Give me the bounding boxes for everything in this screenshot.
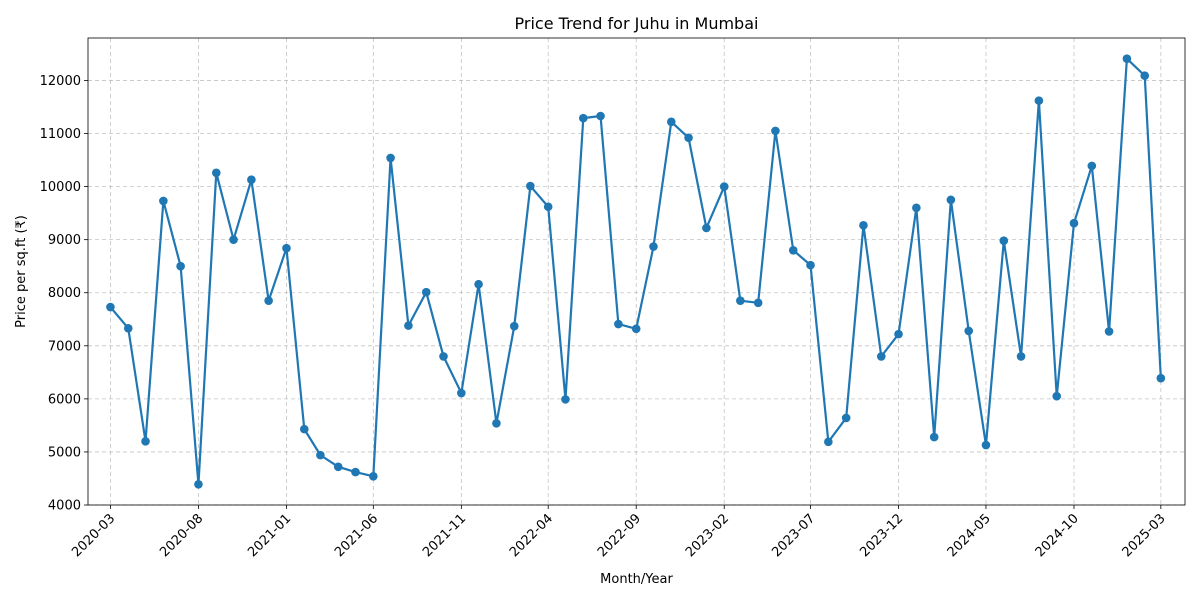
data-point (999, 236, 1009, 246)
x-tick-label: 2023-02 (683, 511, 732, 560)
data-point (543, 202, 553, 212)
data-point (1034, 96, 1044, 105)
data-point (316, 450, 325, 460)
data-point (859, 221, 868, 230)
data-point (1052, 391, 1062, 401)
data-point (788, 245, 798, 255)
data-point (719, 182, 729, 191)
x-axis-label: Month/Year (600, 572, 673, 587)
data-point (229, 235, 238, 244)
series (106, 54, 1166, 489)
series-line (109, 57, 1162, 486)
data-point (264, 296, 273, 305)
data-point (439, 352, 448, 361)
data-point (753, 298, 763, 308)
data-point (1140, 71, 1150, 80)
y-tick-label: 5000 (48, 445, 81, 460)
x-tick-label: 2024-05 (945, 511, 994, 560)
x-tick-label: 2022-09 (595, 511, 644, 560)
data-point (369, 472, 378, 481)
data-point (194, 480, 203, 489)
data-point (1104, 327, 1114, 336)
data-point (631, 324, 641, 334)
data-point (946, 195, 956, 205)
data-point (247, 175, 256, 184)
x-tick-label: 2022-04 (507, 511, 556, 560)
data-point (561, 395, 570, 404)
y-tick-label: 12000 (40, 74, 81, 89)
y-tick-label: 8000 (48, 286, 81, 301)
x-tick-label: 2025-03 (1120, 511, 1169, 560)
x-tick-label: 2021-11 (420, 511, 469, 560)
data-point (702, 223, 711, 233)
data-point (1156, 373, 1166, 383)
data-point (299, 424, 309, 434)
data-point (614, 319, 623, 329)
data-point (824, 437, 833, 447)
x-tick-label: 2024-10 (1033, 511, 1082, 560)
data-point (894, 329, 903, 339)
data-point (457, 388, 466, 398)
data-point (596, 111, 605, 121)
x-tick-label: 2020-03 (69, 511, 118, 560)
data-point (421, 287, 431, 297)
data-point (141, 437, 150, 446)
y-axis-label: Price per sq.ft (₹) (14, 215, 29, 328)
chart-title: Price Trend for Juhu in Mumbai (515, 14, 759, 33)
data-point (509, 321, 519, 331)
data-point (404, 321, 413, 330)
data-point (176, 261, 185, 271)
y-tick-label: 4000 (48, 499, 81, 514)
data-point (1087, 161, 1097, 171)
y-tick-label: 10000 (40, 180, 81, 195)
y-tick-label: 9000 (48, 233, 81, 248)
data-point (1122, 54, 1132, 63)
data-point (351, 467, 360, 477)
x-tick-label: 2021-01 (245, 511, 294, 560)
data-point (876, 352, 886, 361)
data-point (841, 413, 851, 423)
x-tick-label: 2023-07 (769, 511, 818, 560)
plot-frame (87, 37, 1186, 506)
data-point (771, 126, 780, 136)
y-tick-label: 11000 (40, 127, 81, 142)
data-point (333, 462, 343, 472)
data-point (282, 243, 291, 253)
data-point (981, 440, 991, 450)
data-point (492, 418, 501, 428)
data-point (684, 133, 693, 143)
x-tick-label: 2020-08 (157, 511, 206, 560)
data-point (211, 168, 221, 178)
x-tick-label: 2021-06 (332, 511, 381, 560)
data-point (106, 302, 115, 312)
data-point (526, 181, 535, 191)
data-point (667, 117, 676, 127)
y-tick-label: 7000 (48, 339, 81, 354)
data-point (806, 260, 815, 270)
data-point (964, 326, 974, 336)
data-point (912, 203, 921, 213)
data-point (578, 113, 588, 123)
data-point (474, 279, 483, 289)
grid (88, 38, 1185, 506)
data-point (386, 153, 395, 163)
data-point (929, 432, 939, 442)
data-point (123, 323, 133, 333)
data-point (159, 196, 168, 206)
y-tick-label: 6000 (48, 392, 81, 407)
data-point (736, 296, 745, 305)
x-tick-label: 2023-12 (857, 511, 906, 560)
data-point (1016, 352, 1026, 361)
data-point (1069, 218, 1079, 228)
data-point (649, 242, 658, 251)
